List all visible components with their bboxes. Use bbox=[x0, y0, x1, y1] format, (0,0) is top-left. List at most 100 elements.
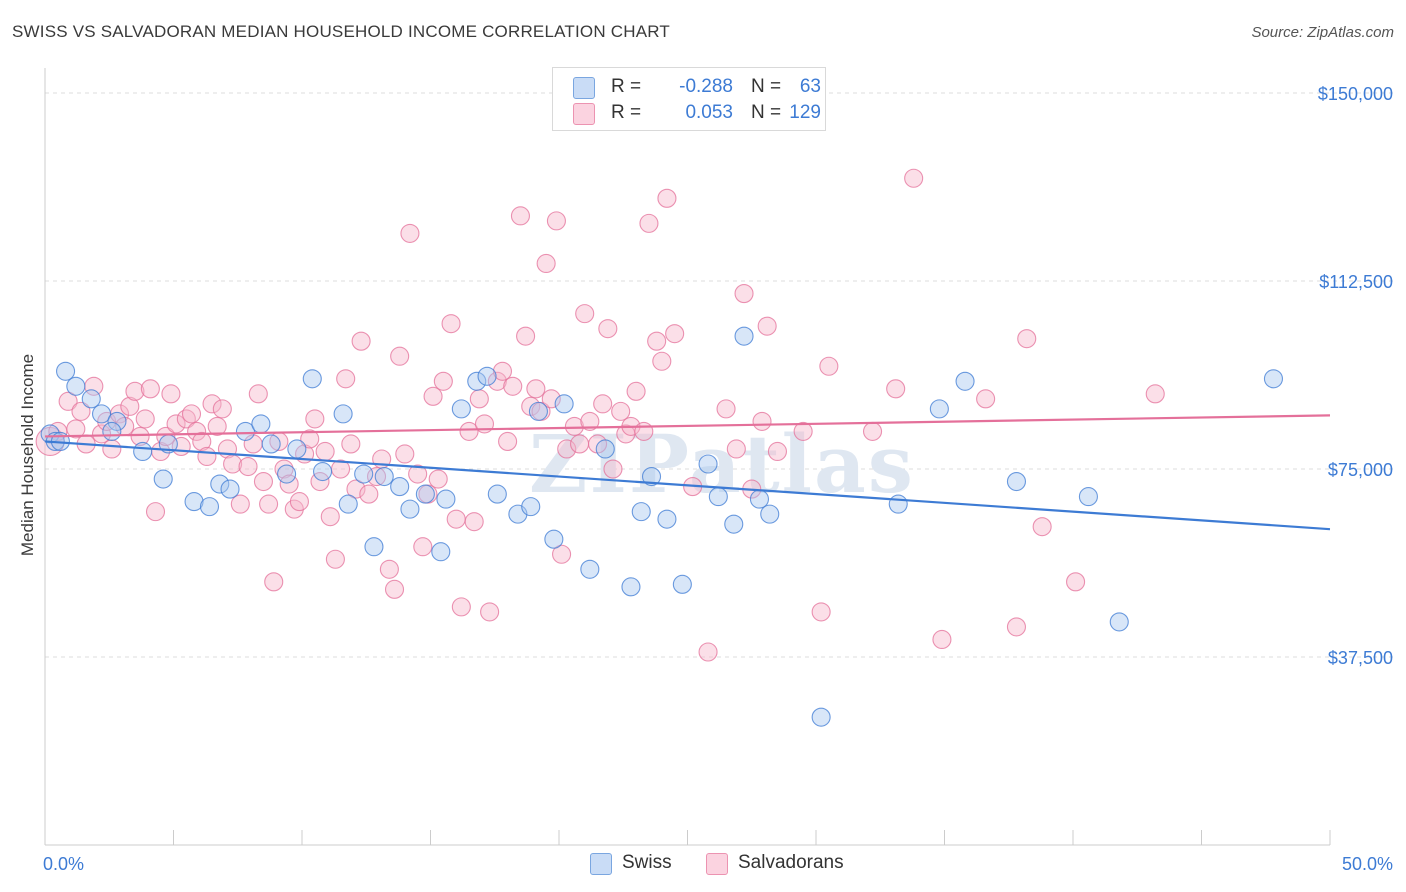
data-point bbox=[446, 509, 466, 529]
data-point bbox=[626, 381, 646, 401]
data-point bbox=[652, 351, 672, 371]
data-point bbox=[593, 394, 613, 414]
legend-r-label: R = bbox=[611, 76, 642, 97]
data-point bbox=[598, 319, 618, 339]
data-point bbox=[161, 384, 181, 404]
data-point bbox=[325, 549, 345, 569]
data-point bbox=[413, 537, 433, 557]
data-point bbox=[436, 489, 456, 509]
data-point bbox=[451, 399, 471, 419]
data-point bbox=[274, 459, 294, 479]
swiss-points bbox=[40, 326, 1284, 727]
data-point bbox=[433, 371, 453, 391]
data-point bbox=[395, 444, 415, 464]
data-point bbox=[423, 386, 443, 406]
trend-lines bbox=[44, 414, 1331, 531]
data-point bbox=[528, 401, 548, 421]
data-point bbox=[570, 434, 590, 454]
swiss-swatch bbox=[590, 853, 612, 875]
data-point bbox=[516, 326, 536, 346]
data-point bbox=[145, 502, 166, 522]
data-point bbox=[641, 466, 662, 487]
y-axis-label: Median Household Income bbox=[18, 354, 37, 556]
data-point bbox=[156, 426, 176, 446]
data-point bbox=[210, 474, 230, 494]
data-point bbox=[71, 401, 91, 421]
data-point bbox=[153, 469, 173, 489]
y-tick-label: $150,000 bbox=[1318, 84, 1393, 104]
data-point bbox=[886, 379, 906, 399]
data-point bbox=[793, 421, 813, 441]
swiss-swatch bbox=[573, 77, 595, 99]
data-point bbox=[212, 399, 232, 419]
data-point bbox=[564, 416, 584, 436]
data-point bbox=[379, 559, 399, 579]
data-point bbox=[1017, 329, 1037, 349]
data-point bbox=[929, 399, 949, 419]
data-point bbox=[302, 369, 322, 389]
data-point bbox=[428, 469, 448, 489]
data-point bbox=[384, 579, 405, 599]
data-point bbox=[672, 574, 692, 594]
data-point bbox=[734, 284, 754, 304]
data-point bbox=[708, 487, 728, 507]
data-point bbox=[133, 441, 153, 462]
chart-title: SWISS VS SALVADORAN MEDIAN HOUSEHOLD INC… bbox=[12, 22, 670, 41]
data-point bbox=[313, 461, 333, 482]
salvadorans-r-value: 0.053 bbox=[685, 102, 733, 123]
data-point bbox=[657, 188, 677, 208]
grid-lines bbox=[45, 92, 1395, 658]
data-point bbox=[338, 494, 358, 514]
data-point bbox=[81, 389, 101, 409]
swiss-r-value: -0.288 bbox=[679, 76, 733, 97]
data-point bbox=[199, 497, 220, 517]
axes bbox=[44, 68, 1331, 846]
data-point bbox=[415, 484, 435, 504]
data-point bbox=[235, 421, 256, 441]
data-point bbox=[120, 396, 140, 416]
data-point bbox=[976, 389, 996, 409]
data-point bbox=[526, 379, 546, 399]
data-point bbox=[552, 544, 572, 564]
data-point bbox=[498, 431, 518, 451]
data-point bbox=[351, 331, 371, 351]
data-point bbox=[492, 361, 513, 381]
salvadorans-swatch bbox=[573, 103, 595, 125]
data-point bbox=[904, 168, 924, 188]
data-point bbox=[202, 394, 222, 414]
data-point bbox=[341, 434, 361, 454]
data-point bbox=[657, 509, 677, 529]
data-point bbox=[544, 529, 564, 549]
data-point bbox=[734, 326, 754, 346]
data-point bbox=[503, 376, 523, 396]
data-point bbox=[192, 431, 212, 451]
y-tick-label: $75,000 bbox=[1328, 460, 1393, 480]
data-point bbox=[135, 409, 155, 429]
data-point bbox=[253, 472, 274, 492]
data-point bbox=[66, 376, 86, 396]
swiss-trend-line bbox=[44, 440, 1331, 531]
data-point bbox=[580, 559, 600, 579]
data-point bbox=[811, 707, 831, 727]
data-point bbox=[261, 434, 281, 454]
data-point bbox=[487, 371, 507, 391]
legend-swiss-label: Swiss bbox=[622, 852, 672, 873]
data-point bbox=[521, 497, 541, 517]
data-point bbox=[336, 369, 356, 389]
data-point bbox=[1078, 487, 1098, 507]
data-point bbox=[333, 404, 353, 424]
data-point bbox=[364, 537, 384, 557]
data-point bbox=[862, 421, 883, 441]
correlation-legend: R = -0.288 N = 63 R = 0.053 N = 129 bbox=[552, 67, 826, 131]
data-point bbox=[390, 477, 410, 497]
data-point bbox=[441, 314, 461, 334]
data-point bbox=[634, 421, 654, 441]
salvadorans-points bbox=[35, 168, 1165, 662]
data-point bbox=[207, 416, 227, 436]
data-point bbox=[264, 572, 284, 592]
data-point bbox=[819, 356, 839, 376]
data-point bbox=[760, 504, 780, 524]
data-point bbox=[238, 456, 258, 477]
data-point bbox=[107, 411, 127, 431]
